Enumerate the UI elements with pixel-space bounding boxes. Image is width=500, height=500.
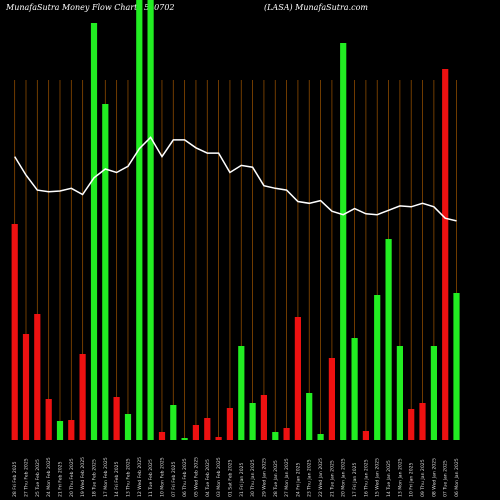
x-tick-label: 17 Fri Jan 2025 xyxy=(352,462,358,497)
red-volume-bar xyxy=(11,224,18,440)
green-volume-bar xyxy=(385,239,392,440)
x-tick-label: 22 Wed Jan 2025 xyxy=(318,458,324,497)
red-volume-bar xyxy=(408,409,415,440)
x-tick-label: 28 Fri Feb 2025 xyxy=(12,461,18,497)
x-tick-label: 06 Thu Feb 2025 xyxy=(182,458,188,497)
x-tick-label: 16 Thu Jan 2025 xyxy=(363,459,369,497)
x-tick-label: 04 Tue Feb 2025 xyxy=(205,459,211,497)
x-tick-label: 13 Mon Jan 2025 xyxy=(397,458,403,497)
x-tick-label: 21 Tue Jan 2025 xyxy=(329,460,335,497)
x-tick-label: 15 Wed Jan 2025 xyxy=(375,458,381,497)
x-tick-label: 05 Wed Feb 2025 xyxy=(193,457,199,497)
red-volume-bar xyxy=(260,395,267,440)
green-volume-bar xyxy=(181,438,188,440)
x-tick-label: 19 Wed Feb 2025 xyxy=(80,457,86,497)
green-volume-bar xyxy=(306,393,313,440)
x-tick-label: 06 Mon Jan 2025 xyxy=(454,458,460,497)
green-volume-bar xyxy=(90,23,98,440)
red-volume-bar xyxy=(45,399,52,440)
red-volume-bar xyxy=(22,334,30,440)
x-tick-label: 18 Tue Feb 2025 xyxy=(92,459,98,497)
x-tick-label: 20 Thu Feb 2025 xyxy=(69,458,75,497)
date-tick-labels: 28 Fri Feb 2025 27 Thu Feb 2025 25 Tue Feb… xyxy=(12,457,460,497)
red-volume-bar xyxy=(294,317,301,440)
x-tick-label: 07 Tue Jan 2025 xyxy=(443,460,449,497)
red-volume-bar xyxy=(113,397,120,440)
x-tick-label: 25 Tue Feb 2025 xyxy=(35,459,41,497)
red-volume-bar xyxy=(204,418,211,440)
x-tick-label: 08 Wed Jan 2025 xyxy=(431,458,437,497)
x-tick-label: 24 Mon Feb 2025 xyxy=(46,457,52,497)
red-volume-bar xyxy=(362,431,369,440)
red-volume-bar xyxy=(215,437,222,440)
x-tick-label: 14 Fri Feb 2025 xyxy=(114,461,120,497)
red-volume-bar xyxy=(283,428,290,440)
x-tick-label: 17 Mon Feb 2025 xyxy=(103,457,109,497)
money-flow-bars xyxy=(11,0,460,440)
x-tick-label: 14 Tue Jan 2025 xyxy=(386,460,392,497)
green-volume-bar xyxy=(249,403,256,440)
x-tick-label: 23 Thu Jan 2025 xyxy=(307,459,313,497)
x-tick-label: 24 Fri Jan 2025 xyxy=(295,462,301,497)
green-volume-bar xyxy=(147,0,154,440)
money-flow-line xyxy=(14,136,457,222)
x-tick-label: 10 Mon Feb 2025 xyxy=(160,457,166,497)
red-volume-bar xyxy=(226,408,233,440)
green-volume-bar xyxy=(136,0,143,440)
x-tick-label: 31 Fri Jan 2025 xyxy=(239,462,245,497)
green-volume-bar xyxy=(238,346,245,440)
green-volume-bar xyxy=(170,405,177,440)
green-volume-bar xyxy=(124,414,132,440)
chart-header-left: MunafaSutra Money Flow Charts 540702 xyxy=(5,3,175,12)
red-volume-bar xyxy=(419,403,426,440)
x-tick-label: 27 Mon Jan 2025 xyxy=(284,458,290,497)
x-tick-label: 27 Thu Feb 2025 xyxy=(24,458,30,497)
green-volume-bar xyxy=(396,346,403,440)
chart-header-right: (LASA) MunafaSutra.com xyxy=(264,3,368,12)
x-tick-label: 29 Wed Jan 2025 xyxy=(261,458,267,497)
x-tick-label: 13 Thu Feb 2025 xyxy=(126,458,132,497)
x-tick-label: 21 Fri Feb 2025 xyxy=(58,461,64,497)
green-volume-bar xyxy=(317,434,324,440)
x-tick-label: 03 Mon Feb 2025 xyxy=(216,457,222,497)
red-volume-bar xyxy=(68,420,75,440)
x-tick-label: 10 Fri Jan 2025 xyxy=(409,462,415,497)
x-tick-label: 30 Thu Jan 2025 xyxy=(250,459,256,497)
green-volume-bar xyxy=(56,421,64,440)
x-tick-label: 11 Tue Feb 2025 xyxy=(148,459,154,497)
green-volume-bar xyxy=(340,43,347,440)
x-tick-label: 20 Mon Jan 2025 xyxy=(341,458,347,497)
red-volume-bar xyxy=(79,354,86,440)
x-tick-label: 28 Tue Jan 2025 xyxy=(273,460,279,497)
green-volume-bar xyxy=(430,346,437,440)
green-volume-bar xyxy=(272,432,279,440)
red-volume-bar xyxy=(442,69,449,440)
x-tick-label: 12 Wed Feb 2025 xyxy=(137,457,143,497)
x-tick-label: 01 Sat Feb 2025 xyxy=(227,459,233,497)
red-volume-bar xyxy=(328,358,335,440)
green-volume-bar xyxy=(453,293,460,440)
x-tick-label: 09 Thu Jan 2025 xyxy=(420,459,426,497)
green-volume-bar xyxy=(351,338,358,440)
green-volume-bar xyxy=(102,104,109,440)
red-volume-bar xyxy=(34,314,41,440)
x-tick-label: 07 Fri Feb 2025 xyxy=(171,461,177,497)
red-volume-bar xyxy=(158,432,166,440)
green-volume-bar xyxy=(374,295,381,440)
red-volume-bar xyxy=(192,425,199,440)
